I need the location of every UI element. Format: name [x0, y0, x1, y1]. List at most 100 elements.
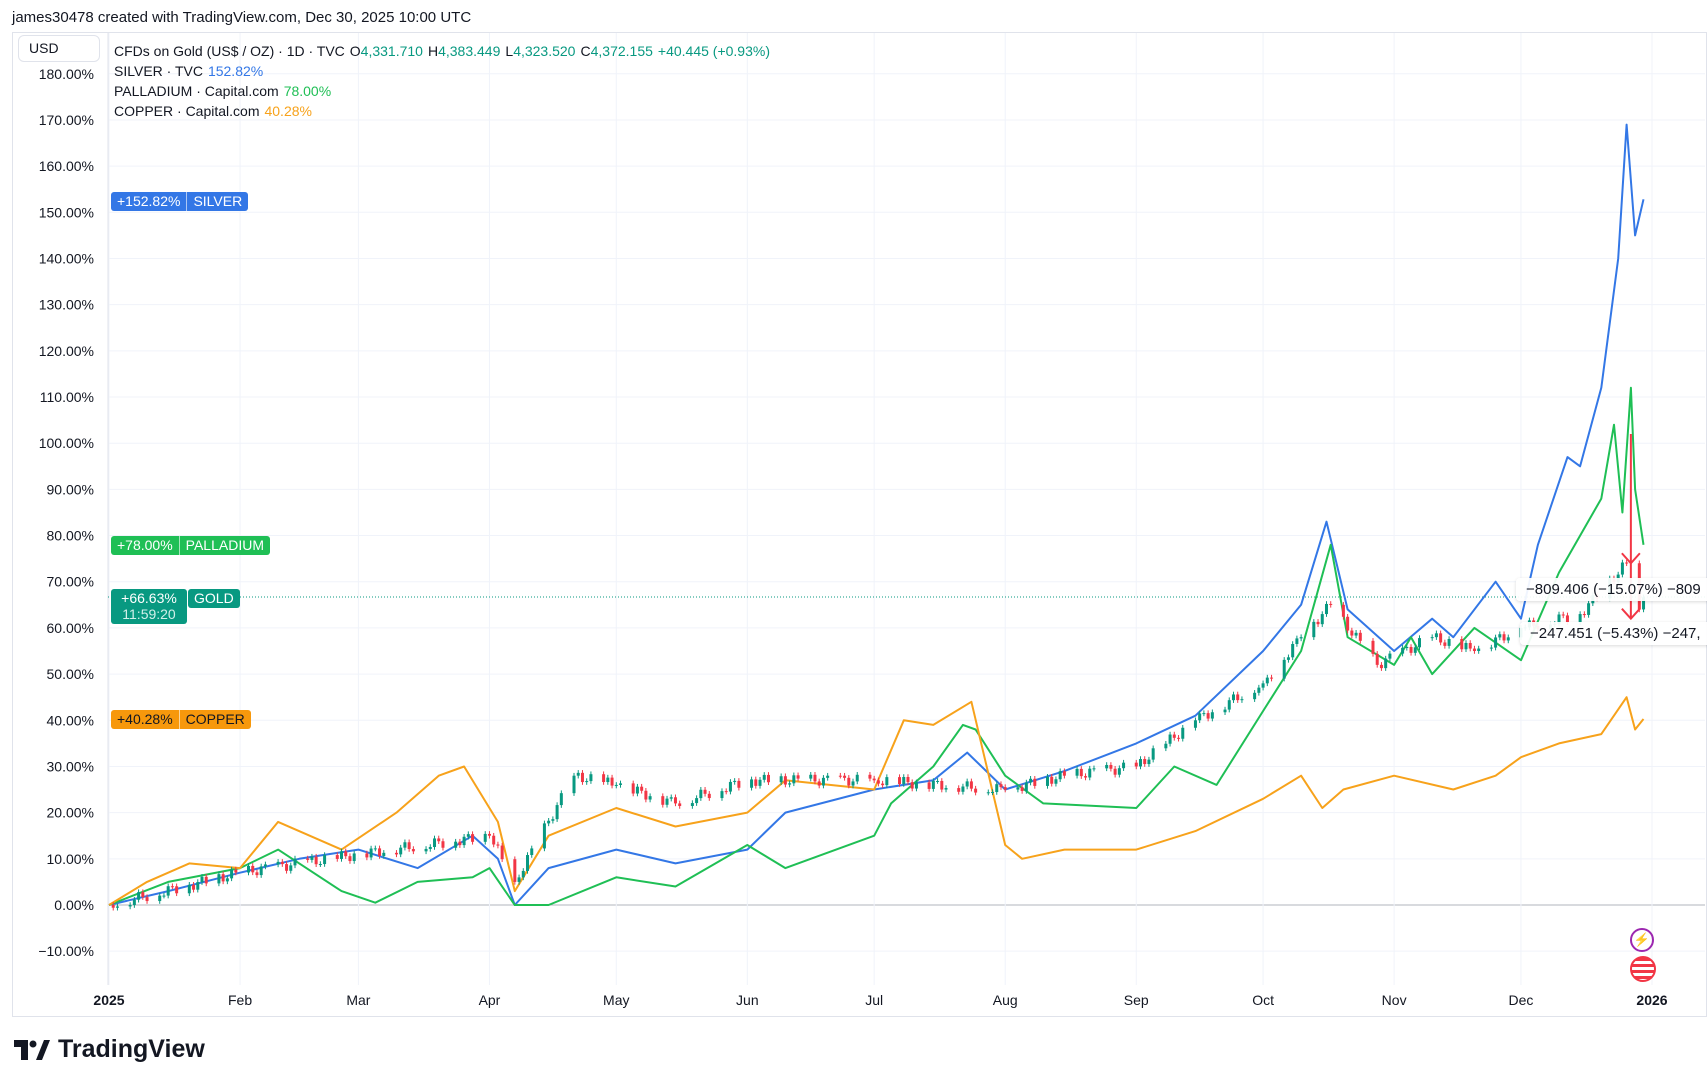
- gold-candle: [259, 866, 263, 876]
- gold-candle: [247, 865, 251, 873]
- change-value: +40.445 (+0.93%): [657, 43, 770, 59]
- gold-candle: [1291, 643, 1295, 658]
- low-label: L: [505, 43, 514, 59]
- gold-candle: [1447, 638, 1451, 646]
- gold-candle: [1464, 642, 1468, 650]
- gold-candle: [407, 842, 411, 850]
- gold-candle: [851, 781, 855, 786]
- gold-candle: [378, 848, 382, 856]
- gold-candle: [196, 882, 200, 890]
- x-tick-label: Feb: [228, 992, 252, 1008]
- gold-tag-value: +66.63%: [121, 590, 177, 606]
- gold-candle: [1240, 699, 1244, 701]
- legend-silver[interactable]: SILVER · TVC 152.82%: [114, 61, 775, 81]
- gold-candle: [433, 838, 437, 848]
- legend-silver-label: SILVER · TVC: [114, 63, 203, 79]
- y-tick-label: 130.00%: [39, 297, 94, 313]
- gold-candle: [572, 775, 576, 794]
- tradingview-logo[interactable]: TradingView: [14, 1035, 205, 1064]
- gold-candle: [927, 782, 931, 789]
- palladium-series-line: [108, 386, 1645, 906]
- gold-candle: [1565, 615, 1569, 623]
- gold-candle: [1164, 743, 1168, 749]
- legend-copper[interactable]: COPPER · Capital.com 40.28%: [114, 101, 775, 121]
- x-tick-label: Dec: [1508, 992, 1533, 1008]
- currency-button[interactable]: USD: [18, 35, 100, 62]
- gold-candle: [1168, 734, 1172, 744]
- gold-candle: [783, 776, 787, 785]
- gold-candle: [1282, 659, 1286, 679]
- gold-candle: [526, 855, 530, 871]
- gold-candle: [1109, 764, 1113, 769]
- gold-candle: [1151, 748, 1155, 760]
- gold-candle: [1088, 768, 1092, 778]
- gold-candle: [521, 870, 525, 878]
- gold-candle: [898, 777, 902, 785]
- gold-candle: [437, 838, 441, 842]
- close-value: 4,372.155: [590, 43, 653, 59]
- high-value: 4,383.449: [438, 43, 501, 59]
- y-tick-label: 180.00%: [39, 66, 94, 82]
- gold-candle: [1084, 776, 1088, 778]
- gold-candle: [225, 878, 229, 882]
- gold-candle: [500, 845, 504, 860]
- x-tick-label: Aug: [993, 992, 1018, 1008]
- gold-candle: [492, 835, 496, 845]
- gold-candle: [1105, 764, 1109, 769]
- legend-copper-value: 40.28%: [264, 103, 312, 119]
- gold-candle: [441, 841, 445, 848]
- gold-candle: [961, 786, 965, 792]
- gold-candle: [1443, 642, 1447, 646]
- gold-candle: [1582, 614, 1586, 616]
- legend-gold[interactable]: CFDs on Gold (US$ / OZ) · 1D · TVC O4,331…: [114, 41, 775, 61]
- gold-candle: [1253, 692, 1257, 700]
- measure-label-upper[interactable]: −809.406 (−15.07%) −809: [1516, 578, 1707, 601]
- gold-candle: [280, 861, 284, 865]
- gold-candle: [454, 841, 458, 848]
- gold-candle: [513, 859, 517, 882]
- gold-candle: [602, 774, 606, 783]
- gold-candle: [1620, 562, 1624, 575]
- gold-candle: [424, 848, 428, 852]
- measure-label-lower[interactable]: −247.451 (−5.43%) −247,: [1520, 622, 1707, 645]
- gold-candle: [707, 793, 711, 799]
- alert-icon[interactable]: ⚡: [1630, 928, 1654, 952]
- y-tick-label: 70.00%: [47, 574, 94, 590]
- legend-palladium[interactable]: PALLADIUM · Capital.com 78.00%: [114, 81, 775, 101]
- gold-candle: [606, 777, 610, 783]
- gold-candle: [1299, 637, 1303, 639]
- gold-candle: [263, 864, 267, 867]
- gold-candle: [1079, 768, 1083, 777]
- gold-candle: [1143, 759, 1147, 765]
- gold-candle: [487, 833, 491, 836]
- x-tick-label: Jul: [865, 992, 883, 1008]
- gold-candle: [323, 855, 327, 865]
- gold-candle: [1113, 768, 1117, 775]
- gold-candle: [724, 791, 728, 793]
- gold-candle: [1578, 614, 1582, 623]
- gold-candle: [821, 777, 825, 786]
- gold-candle: [902, 776, 906, 785]
- tradingview-logo-icon: [14, 1039, 50, 1060]
- gold-candle: [847, 777, 851, 786]
- gold-candle: [1625, 562, 1629, 564]
- legend-palladium-label: PALLADIUM · Capital.com: [114, 83, 279, 99]
- gold-candle: [610, 777, 614, 786]
- legend: CFDs on Gold (US$ / OZ) · 1D · TVC O4,331…: [114, 41, 775, 121]
- gold-candle: [137, 892, 141, 900]
- copper-tag-name: COPPER: [185, 711, 245, 727]
- gold-candle: [365, 853, 369, 858]
- gold-candle: [1320, 614, 1324, 625]
- y-tick-label: 40.00%: [47, 712, 94, 728]
- high-label: H: [427, 43, 439, 59]
- gold-candle: [1092, 768, 1096, 770]
- gold-candle: [881, 783, 885, 786]
- gold-candle: [1236, 694, 1240, 701]
- y-tick-label: 110.00%: [40, 389, 94, 405]
- low-value: 4,323.520: [513, 43, 576, 59]
- us-flag-icon[interactable]: [1630, 956, 1656, 982]
- y-tick-label: 20.00%: [47, 805, 94, 821]
- gold-candle: [788, 783, 792, 785]
- gold-candle: [1384, 658, 1388, 669]
